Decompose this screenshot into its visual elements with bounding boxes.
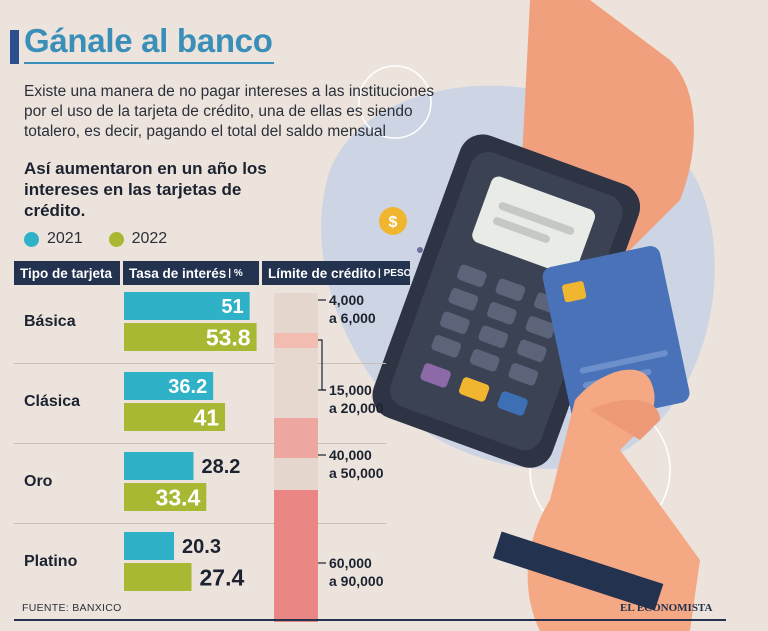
credit-limit-label: a 20,000 (329, 400, 384, 416)
legend-label-2021: 2021 (47, 230, 83, 247)
data-label-oro-2021: 28.2 (201, 456, 240, 478)
column-header-type-label: Tipo de tarjeta (20, 265, 113, 281)
brand-logo: EL ECONOMISTA (620, 602, 713, 614)
column-header-limit: Límite de crédito | PESOS (262, 261, 410, 285)
bottom-rule (14, 619, 726, 621)
credit-limit-segment (274, 348, 318, 418)
bar-platino-2022 (124, 563, 192, 591)
bar-oro-2022 (124, 483, 207, 511)
title-underline (24, 62, 274, 64)
column-header-rate: Tasa de interés | % (123, 261, 259, 285)
credit-limit-segment (274, 490, 318, 622)
data-label-oro-2022: 33.4 (156, 484, 201, 510)
credit-limit-segment (274, 333, 318, 348)
credit-limit-label: a 50,000 (329, 465, 384, 481)
category-label-clasica: Clásica (24, 393, 81, 410)
data-label-clasica-2022: 41 (193, 404, 219, 430)
legend-item-2021: 2021 (24, 230, 83, 248)
legend-label-2022: 2022 (131, 230, 168, 247)
data-label-platino-2021: 20.3 (182, 536, 221, 558)
credit-limit-segment (274, 418, 318, 458)
credit-limit-label: 4,000 (329, 292, 364, 308)
bar-clasica-2021 (124, 372, 214, 400)
category-label-oro: Oro (24, 473, 53, 490)
credit-limit-bracket (318, 339, 326, 391)
credit-limit-label: 60,000 (329, 555, 372, 571)
column-header-limit-label: Límite de crédito (268, 265, 377, 281)
data-label-basica-2022: 53.8 (206, 324, 251, 350)
legend-swatch-2021 (24, 231, 39, 247)
bar-basica-2022 (124, 323, 257, 351)
bar-platino-2021 (124, 532, 175, 560)
legend: 2021 2022 (24, 230, 193, 248)
bar-basica-2021 (124, 292, 250, 320)
data-label-clasica-2021: 36.2 (168, 376, 207, 398)
credit-limit-segment (274, 293, 318, 333)
column-header-rate-label: Tasa de interés (129, 265, 227, 281)
legend-swatch-2022 (108, 231, 124, 247)
credit-limit-label: a 6,000 (329, 310, 376, 326)
page-title: Gánale al banco (24, 22, 273, 59)
legend-item-2022: 2022 (108, 230, 168, 248)
title-accent-bar (10, 30, 19, 64)
source-note: FUENTE: BANXICO (22, 602, 122, 614)
row-divider (14, 363, 386, 364)
column-header-limit-unit: | PESOS (378, 267, 410, 279)
credit-limit-label: 40,000 (329, 447, 372, 463)
bar-clasica-2022 (124, 403, 226, 431)
data-label-platino-2022: 27.4 (200, 564, 245, 590)
bar-oro-2021 (124, 452, 194, 480)
column-header-rate-unit: | % (228, 267, 243, 279)
credit-limit-label: a 90,000 (329, 573, 384, 589)
credit-limit-label: 15,000 (329, 382, 372, 398)
row-divider (14, 443, 386, 444)
svg-text:$: $ (389, 214, 398, 231)
category-label-platino: Platino (24, 553, 78, 570)
data-label-basica-2021: 51 (221, 296, 243, 318)
credit-limit-segment (274, 458, 318, 490)
chart-subtitle: Así aumentaron en un año los intereses e… (24, 159, 267, 220)
category-label-basica: Básica (24, 313, 76, 330)
intro-text: Existe una manera de no pagar intereses … (24, 83, 435, 140)
column-header-type: Tipo de tarjeta (14, 261, 120, 285)
row-divider (14, 523, 386, 524)
